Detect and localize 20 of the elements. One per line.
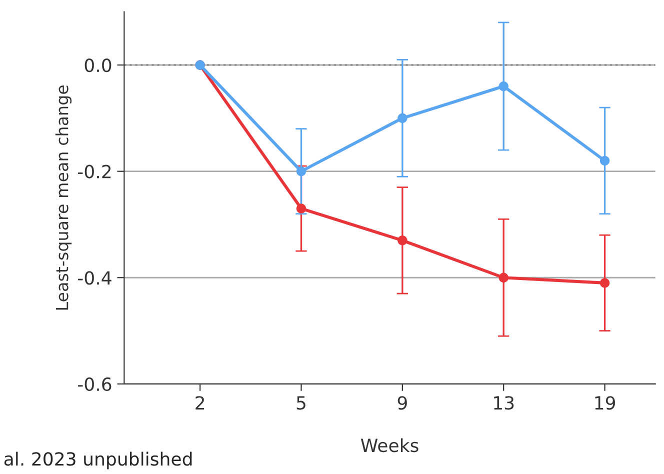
- text: al. 2023 unpublished: [4, 452, 192, 470]
- x-tick-label: 5: [296, 396, 306, 410]
- point: [296, 204, 306, 214]
- x-tick-label: 2: [196, 396, 204, 410]
- point: [498, 272, 508, 282]
- x-axis-title: Weeks: [360, 438, 418, 452]
- point: [600, 156, 610, 166]
- point: [296, 166, 306, 176]
- y-tick-label: 0.0: [84, 58, 112, 72]
- x-tick-label: 13: [494, 396, 514, 410]
- point: [398, 236, 408, 246]
- point: [498, 81, 508, 92]
- y-tick-label: -0.6: [78, 377, 112, 392]
- y-tick-label: -0.4: [78, 271, 112, 285]
- y-tick-label: -0.2: [78, 164, 111, 178]
- point: [600, 278, 610, 288]
- point: [398, 113, 408, 124]
- y-axis-title: Least-square mean change: [55, 85, 72, 310]
- x-tick-label: 9: [398, 396, 407, 410]
- x-tick-label: 19: [595, 396, 615, 410]
